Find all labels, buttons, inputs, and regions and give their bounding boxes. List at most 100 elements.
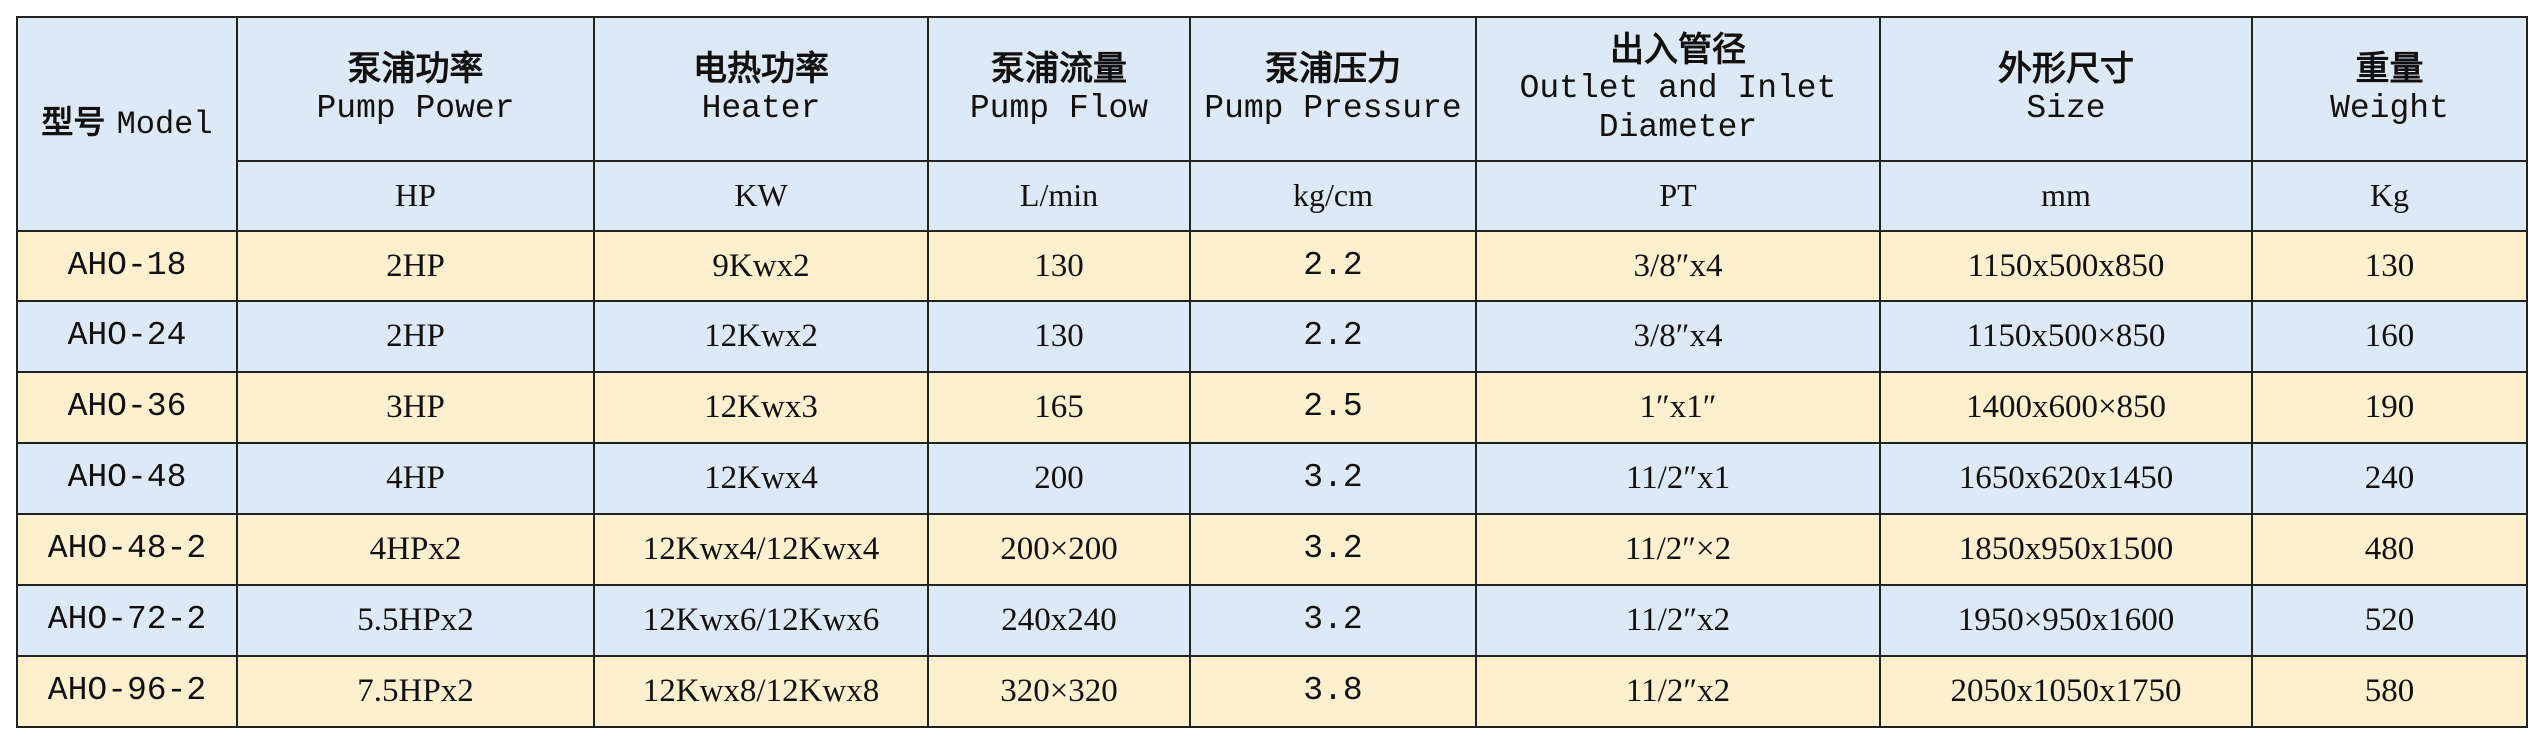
cell-heater: 12Kwx2 <box>593 300 929 373</box>
cell-weight: 190 <box>2251 371 2528 444</box>
header-model: 型号 Model <box>16 16 238 232</box>
header-size: 外形尺寸 Size <box>1879 16 2253 162</box>
header-zh: 出入管径 <box>1610 30 1746 70</box>
cell-model: AHO-48 <box>16 442 238 515</box>
cell-pump-power: 4HPx2 <box>236 513 595 586</box>
unit-cell: L/min <box>927 160 1191 232</box>
cell-size: 1850x950x1500 <box>1879 513 2253 586</box>
unit-cell: Kg <box>2251 160 2528 232</box>
cell-model: AHO-36 <box>16 371 238 444</box>
cell-pump-pressure: 2.5 <box>1189 371 1477 444</box>
cell-pump-power: 5.5HPx2 <box>236 584 595 657</box>
spec-table: 型号 Model 泵浦功率 Pump Power 电热功率 Heater 泵浦流… <box>16 16 2528 728</box>
header-en: Pump Flow <box>969 89 1149 127</box>
cell-weight: 130 <box>2251 230 2528 302</box>
cell-pipe-diameter: 11/2″x2 <box>1475 584 1881 657</box>
cell-pump-flow: 240x240 <box>927 584 1191 657</box>
cell-model: AHO-48-2 <box>16 513 238 586</box>
header-pipe-diameter: 出入管径 Outlet and Inlet Diameter <box>1475 16 1881 162</box>
header-en: Outlet and Inlet <box>1519 70 1837 108</box>
cell-weight: 240 <box>2251 442 2528 515</box>
cell-pump-power: 3HP <box>236 371 595 444</box>
header-pump-flow: 泵浦流量 Pump Flow <box>927 16 1191 162</box>
cell-weight: 160 <box>2251 300 2528 373</box>
cell-pipe-diameter: 3/8″x4 <box>1475 300 1881 373</box>
unit-cell: PT <box>1475 160 1881 232</box>
cell-pump-flow: 130 <box>927 230 1191 302</box>
unit-cell: HP <box>236 160 595 232</box>
table-row: AHO-18 2HP 9Kwx2 130 2.2 3/8″x4 1150x500x850 13… <box>16 230 2528 302</box>
cell-pump-pressure: 2.2 <box>1189 300 1477 373</box>
cell-pump-flow: 130 <box>927 300 1191 373</box>
cell-pump-flow: 200 <box>927 442 1191 515</box>
cell-size: 2050x1050x1750 <box>1879 655 2253 728</box>
header-zh: 泵浦流量 <box>991 49 1127 90</box>
cell-heater: 9Kwx2 <box>593 230 929 302</box>
cell-heater: 12Kwx4 <box>593 442 929 515</box>
header-en: Weight <box>2330 89 2449 127</box>
cell-pump-flow: 200×200 <box>927 513 1191 586</box>
header-row: 型号 Model 泵浦功率 Pump Power 电热功率 Heater 泵浦流… <box>16 16 2528 232</box>
header-zh: 重量 <box>2355 49 2424 90</box>
header-zh: 泵浦功率 <box>347 49 484 90</box>
header-pump-power: 泵浦功率 Pump Power <box>236 16 595 162</box>
cell-pipe-diameter: 1″x1″ <box>1475 371 1881 444</box>
cell-model: AHO-72-2 <box>16 584 238 657</box>
cell-pipe-diameter: 11/2″x1 <box>1475 442 1881 515</box>
header-en: Heater <box>701 89 821 127</box>
header-weight: 重量 Weight <box>2251 16 2528 162</box>
cell-heater: 12Kwx3 <box>593 371 929 444</box>
header-zh: 泵浦压力 <box>1265 49 1401 90</box>
cell-pump-pressure: 3.8 <box>1189 655 1477 728</box>
header-en: Pump Pressure <box>1204 89 1462 127</box>
header-heater: 电热功率 Heater <box>593 16 929 162</box>
unit-cell: KW <box>593 160 929 232</box>
unit-row: HP KW L/min kg/cm PT mm Kg <box>17 160 2528 232</box>
cell-pump-power: 4HP <box>236 442 595 515</box>
header-pump-pressure: 泵浦压力 Pump Pressure <box>1189 16 1477 162</box>
header-en-line2: Diameter <box>1598 109 1758 147</box>
header-model-zh: 型号 <box>41 103 106 142</box>
cell-pump-flow: 320×320 <box>927 655 1191 728</box>
cell-heater: 12Kwx6/12Kwx6 <box>593 584 929 657</box>
cell-model: AHO-96-2 <box>16 655 238 728</box>
cell-size: 1150x500×850 <box>1879 300 2253 373</box>
cell-heater: 12Kwx8/12Kwx8 <box>593 655 929 728</box>
cell-pipe-diameter: 11/2″×2 <box>1475 513 1881 586</box>
table-row: AHO-48-2 4HPx2 12Kwx4/12Kwx4 200×200 3.2 11/2… <box>16 513 2528 586</box>
unit-cell: kg/cm <box>1189 160 1477 232</box>
cell-weight: 580 <box>2251 655 2528 728</box>
cell-pump-power: 7.5HPx2 <box>236 655 595 728</box>
cell-model: AHO-18 <box>16 230 238 302</box>
cell-size: 1400x600×850 <box>1879 371 2253 444</box>
table-row: AHO-48 4HP 12Kwx4 200 3.2 11/2″x1 1650x620x145… <box>16 442 2528 515</box>
table-body: AHO-18 2HP 9Kwx2 130 2.2 3/8″x4 1150x500x850 13… <box>16 230 2528 728</box>
header-en: Size <box>2026 89 2106 127</box>
spec-table-wrapper: 型号 Model 泵浦功率 Pump Power 电热功率 Heater 泵浦流… <box>16 16 2528 728</box>
cell-size: 1650x620x1450 <box>1879 442 2253 515</box>
cell-pump-flow: 165 <box>927 371 1191 444</box>
table-row: AHO-24 2HP 12Kwx2 130 2.2 3/8″x4 1150x500×850 1… <box>16 300 2528 373</box>
cell-pump-pressure: 3.2 <box>1189 584 1477 657</box>
header-zh: 外形尺寸 <box>1998 49 2134 90</box>
cell-pump-pressure: 2.2 <box>1189 230 1477 302</box>
cell-weight: 480 <box>2251 513 2528 586</box>
cell-size: 1950×950x1600 <box>1879 584 2253 657</box>
table-row: AHO-36 3HP 12Kwx3 165 2.5 1″x1″ 1400x600×850 19… <box>16 371 2528 444</box>
table-row: AHO-72-2 5.5HPx2 12Kwx6/12Kwx6 240x240 3.2 11… <box>16 584 2528 657</box>
header-en: Pump Power <box>316 89 515 127</box>
header-zh: 电热功率 <box>693 49 829 90</box>
cell-pump-power: 2HP <box>236 300 595 373</box>
table-row: AHO-96-2 7.5HPx2 12Kwx8/12Kwx8 320×320 3.8 11… <box>16 655 2528 728</box>
cell-pipe-diameter: 11/2″x2 <box>1475 655 1881 728</box>
cell-pipe-diameter: 3/8″x4 <box>1475 230 1881 302</box>
cell-heater: 12Kwx4/12Kwx4 <box>593 513 929 586</box>
cell-model: AHO-24 <box>16 300 238 373</box>
cell-pump-pressure: 3.2 <box>1189 442 1477 515</box>
unit-cell: mm <box>1879 160 2253 232</box>
cell-size: 1150x500x850 <box>1879 230 2253 302</box>
cell-pump-pressure: 3.2 <box>1189 513 1477 586</box>
header-model-en: Model <box>116 106 213 144</box>
cell-weight: 520 <box>2251 584 2528 657</box>
cell-pump-power: 2HP <box>236 230 595 302</box>
